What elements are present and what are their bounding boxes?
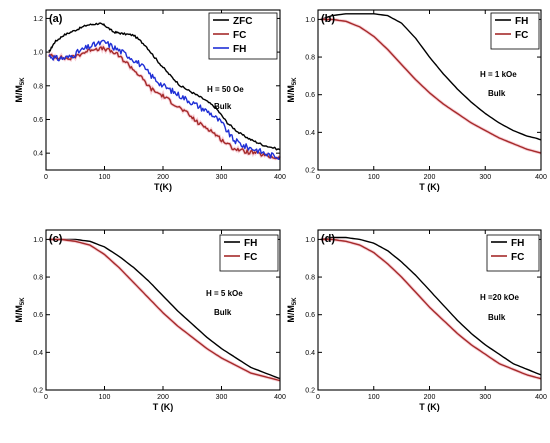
panel-label: (b) bbox=[321, 13, 335, 25]
legend-label-zfc: ZFC bbox=[233, 16, 252, 27]
series-fc-halo bbox=[47, 43, 282, 161]
x-tick-label: 200 bbox=[157, 394, 169, 401]
x-axis-label: T (K) bbox=[419, 402, 440, 412]
y-tick-label: 1.0 bbox=[33, 237, 43, 244]
legend-label-fh: FH bbox=[515, 16, 528, 27]
x-axis-label: T (K) bbox=[153, 402, 174, 412]
legend-box bbox=[490, 12, 540, 50]
sample-annotation: Bulk bbox=[488, 89, 506, 98]
x-tick-label: 100 bbox=[99, 174, 111, 181]
y-tick-label: 0.8 bbox=[33, 275, 43, 282]
panel-b: 0 100 200 300 400 0.2 0.4 0.6 0.8 1.0 T (K) M/M5K (b… bbox=[286, 9, 547, 192]
legend-label-fc: FC bbox=[233, 30, 246, 41]
series-fh-line bbox=[320, 236, 542, 376]
y-tick-label: 1.0 bbox=[305, 17, 315, 24]
y-tick-label: 0.6 bbox=[305, 312, 315, 319]
y-tick-label: 0.8 bbox=[305, 55, 315, 62]
panel-label: (a) bbox=[49, 13, 63, 25]
panel-a: 0 100 200 300 400 0.4 0.6 0.8 1.0 1.2 T(K) M/M5K (a)… bbox=[14, 9, 286, 192]
x-tick-label: 300 bbox=[216, 174, 228, 181]
y-axis-label: M/M5K bbox=[14, 297, 26, 323]
sample-annotation: Bulk bbox=[488, 313, 506, 322]
y-tick-label: 0.2 bbox=[33, 388, 43, 395]
series-fc-line bbox=[320, 238, 542, 380]
x-tick-label: 200 bbox=[424, 174, 436, 181]
y-axis-label: M/M5K bbox=[286, 297, 298, 323]
legend-label-fc: FC bbox=[511, 252, 524, 263]
field-annotation: H = 50 Oe bbox=[207, 85, 244, 94]
panel-c: 0 100 200 300 400 0.2 0.4 0.6 0.8 1.0 T (K) M/M5K (c… bbox=[14, 229, 286, 412]
x-tick-label: 400 bbox=[274, 174, 286, 181]
series-fc-line bbox=[320, 18, 542, 154]
x-tick-label: 0 bbox=[316, 174, 320, 181]
legend: FH FC bbox=[219, 234, 279, 272]
legend-label-fh: FH bbox=[511, 238, 524, 249]
y-axis-label: M/M5K bbox=[14, 77, 26, 103]
y-tick-label: 0.2 bbox=[305, 168, 315, 175]
y-tick-label: 0.6 bbox=[305, 92, 315, 99]
sample-annotation: Bulk bbox=[214, 308, 232, 317]
panel-label: (c) bbox=[49, 233, 63, 245]
x-tick-label: 100 bbox=[368, 174, 380, 181]
series-fh-line bbox=[320, 13, 542, 141]
y-tick-label: 0.4 bbox=[33, 350, 43, 357]
y-tick-label: 0.4 bbox=[305, 350, 315, 357]
legend-box bbox=[219, 234, 279, 272]
x-tick-label: 300 bbox=[479, 174, 491, 181]
legend-label-fc: FC bbox=[244, 252, 257, 263]
x-axis-label: T (K) bbox=[419, 182, 440, 192]
panel-label: (d) bbox=[321, 233, 335, 245]
field-annotation: H =20 kOe bbox=[480, 293, 519, 302]
x-tick-label: 400 bbox=[535, 174, 547, 181]
series-fh-line bbox=[48, 39, 281, 161]
legend-label-fh: FH bbox=[233, 44, 246, 55]
y-tick-label: 0.6 bbox=[33, 312, 43, 319]
field-annotation: H = 1 kOe bbox=[480, 70, 517, 79]
legend: FH FC bbox=[490, 12, 540, 50]
x-tick-label: 0 bbox=[44, 174, 48, 181]
x-tick-label: 0 bbox=[316, 394, 320, 401]
y-tick-label: 0.8 bbox=[305, 275, 315, 282]
series-fc-line bbox=[48, 46, 281, 160]
x-tick-label: 400 bbox=[274, 394, 286, 401]
y-tick-label: 0.8 bbox=[33, 83, 43, 90]
x-tick-label: 400 bbox=[535, 394, 547, 401]
y-tick-label: 0.4 bbox=[33, 151, 43, 158]
x-tick-label: 0 bbox=[44, 394, 48, 401]
legend-label-fc: FC bbox=[515, 30, 528, 41]
x-tick-label: 100 bbox=[368, 394, 380, 401]
y-axis-label: M/M5K bbox=[286, 77, 298, 103]
field-annotation: H = 5 kOe bbox=[206, 289, 243, 298]
x-tick-label: 200 bbox=[157, 174, 169, 181]
legend-label-fh: FH bbox=[244, 238, 257, 249]
x-tick-label: 200 bbox=[424, 394, 436, 401]
series-fc-line bbox=[48, 238, 281, 382]
y-tick-label: 0.2 bbox=[305, 388, 315, 395]
series-zfc-line bbox=[48, 22, 281, 151]
y-tick-label: 1.0 bbox=[305, 237, 315, 244]
y-tick-label: 0.6 bbox=[33, 117, 43, 124]
y-tick-label: 0.4 bbox=[305, 130, 315, 137]
x-axis-label: T(K) bbox=[154, 182, 172, 192]
panel-d: 0 100 200 300 400 0.2 0.4 0.6 0.8 1.0 T (K) M/M5K (d… bbox=[286, 229, 547, 412]
sample-annotation: Bulk bbox=[214, 102, 232, 111]
y-tick-label: 1.2 bbox=[33, 16, 43, 23]
series-fh-line bbox=[48, 238, 281, 380]
x-tick-label: 100 bbox=[99, 394, 111, 401]
legend: ZFC FC FH bbox=[208, 12, 278, 60]
x-tick-label: 300 bbox=[216, 394, 228, 401]
legend-box bbox=[486, 234, 540, 272]
legend: FH FC bbox=[486, 234, 540, 272]
x-tick-label: 300 bbox=[479, 394, 491, 401]
y-tick-label: 1.0 bbox=[33, 50, 43, 57]
